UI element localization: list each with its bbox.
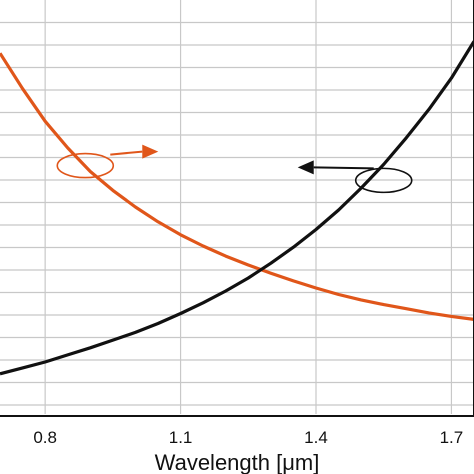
series-line-2 xyxy=(0,40,474,376)
series-line-1 xyxy=(0,52,474,321)
annotation-ellipse-1 xyxy=(56,152,115,179)
x-axis-title: Wavelength [μm] xyxy=(155,450,320,474)
annotation-ellipse-2 xyxy=(354,167,413,194)
plot-frame xyxy=(0,0,474,417)
annotation-arrow-shaft-2 xyxy=(313,166,374,170)
series-layer xyxy=(0,40,474,376)
x-tick-label: 0.8 xyxy=(33,428,57,447)
x-tick-label: 1.1 xyxy=(169,428,193,447)
annotation-arrow-shaft-1 xyxy=(110,150,143,156)
annotation-arrow-head-1 xyxy=(142,144,159,159)
annotation-arrow-head-2 xyxy=(297,160,314,175)
x-tick-label: 1.4 xyxy=(304,428,328,447)
x-tick-label: 1.7 xyxy=(440,428,464,447)
x-tick-labels: 0.8 1.1 1.4 1.7 xyxy=(33,428,463,447)
annotation-layer xyxy=(56,144,413,194)
